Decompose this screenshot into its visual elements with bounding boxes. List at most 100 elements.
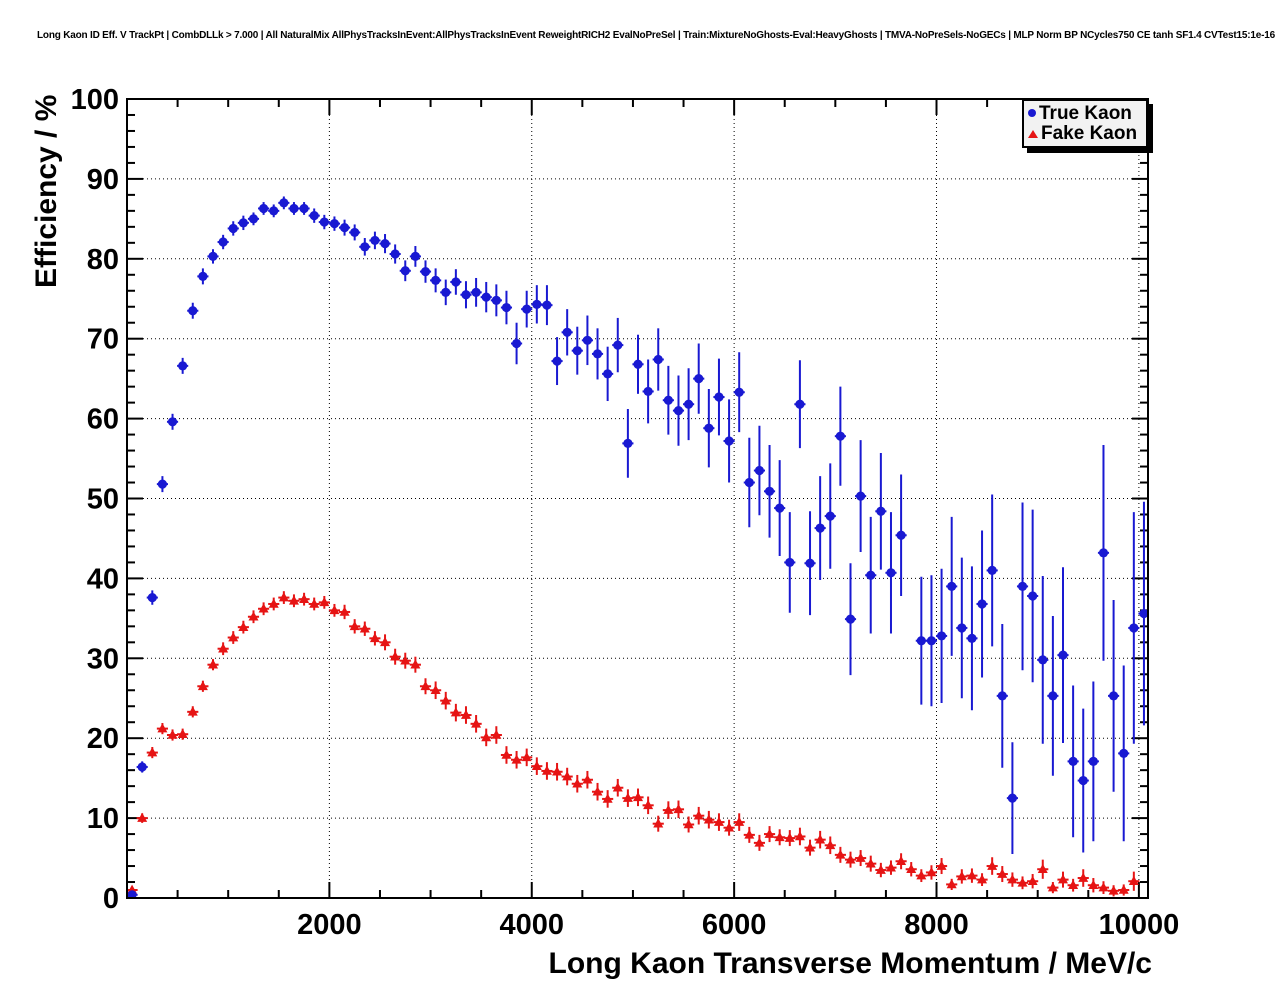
legend: True Kaon Fake Kaon [1022,99,1148,148]
data-point-true-kaon [208,251,218,262]
data-point-fake-kaon [491,729,502,739]
svg-text:0: 0 [103,883,119,915]
data-point-true-kaon [997,691,1007,701]
data-point-true-kaon [1068,756,1078,766]
plot-frame [126,98,1149,899]
data-point-fake-kaon [562,771,573,781]
data-point-true-kaon [714,392,724,402]
data-point-fake-kaon [865,858,876,868]
data-point-true-kaon [1038,655,1048,665]
data-point-true-kaon [947,581,957,591]
data-point-true-kaon [137,762,147,772]
data-point-true-kaon [744,477,754,488]
svg-text:70: 70 [87,324,119,356]
data-point-true-kaon [178,361,188,371]
data-point-true-kaon [461,290,471,300]
data-point-fake-kaon [137,812,148,822]
data-point-fake-kaon [208,659,219,669]
data-point-fake-kaon [369,632,380,643]
plot-title: Long Kaon ID Eff. V TrackPt | CombDLLk >… [37,30,1276,41]
data-point-fake-kaon [481,732,492,742]
svg-text:8000: 8000 [904,909,969,941]
x-axis-title: Long Kaon Transverse Momentum / MeV/c [548,947,1152,980]
data-point-true-kaon [309,211,319,221]
data-point-true-kaon [198,271,208,281]
data-point-true-kaon [218,237,228,247]
data-point-true-kaon [157,479,168,489]
data-point-true-kaon [1007,793,1018,803]
data-point-true-kaon [967,633,977,643]
svg-text:10000: 10000 [1099,909,1180,941]
svg-text:50: 50 [87,484,119,516]
data-point-true-kaon [653,354,663,365]
legend-label-true-kaon: True Kaon [1039,102,1132,124]
data-point-true-kaon [957,623,967,633]
data-point-fake-kaon [673,803,684,814]
svg-text:90: 90 [87,164,119,196]
data-point-fake-kaon [754,837,765,847]
data-point-true-kaon [886,568,896,578]
data-point-fake-kaon [187,706,198,716]
data-point-true-kaon [815,523,825,533]
data-point-fake-kaon [1108,885,1119,895]
legend-entry-true-kaon: True Kaon [1028,103,1146,124]
data-point-true-kaon [400,266,410,276]
data-point-true-kaon [1139,608,1149,619]
data-point-fake-kaon [319,596,330,607]
data-point-fake-kaon [349,620,360,631]
data-point-fake-kaon [946,879,957,889]
data-point-true-kaon [552,356,562,366]
data-point-true-kaon [603,369,613,379]
data-point-true-kaon [329,219,340,229]
svg-text:6000: 6000 [702,909,767,941]
data-point-fake-kaon [875,864,886,874]
data-point-fake-kaon [258,603,269,613]
data-point-true-kaon [390,249,400,259]
data-point-true-kaon [835,431,845,441]
series-fake-kaon [126,591,1140,897]
data-point-fake-kaon [633,791,644,802]
data-point-fake-kaon [1088,879,1099,890]
y-tick-labels: 0 10 20 30 40 50 60 70 80 90 100 [71,84,119,915]
svg-text:40: 40 [87,563,119,595]
data-point-fake-kaon [1037,863,1048,874]
data-point-true-kaon [754,465,765,476]
data-point-true-kaon [643,386,653,397]
axis-ticks [127,99,1148,898]
data-point-fake-kaon [784,832,795,842]
data-point-true-kaon [471,287,481,297]
data-point-true-kaon [1108,691,1119,701]
data-point-fake-kaon [855,852,866,862]
legend-label-fake-kaon: Fake Kaon [1041,123,1138,145]
data-point-true-kaon [167,417,178,427]
data-point-fake-kaon [845,854,856,864]
data-point-fake-kaon [390,651,401,661]
data-point-true-kaon [511,338,522,349]
data-point-true-kaon [795,399,805,409]
data-point-true-kaon [451,277,461,287]
data-point-fake-kaon [248,611,259,621]
data-point-true-kaon [360,242,370,252]
data-point-fake-kaon [531,760,542,770]
data-point-fake-kaon [1128,875,1139,886]
data-point-fake-kaon [744,829,755,839]
data-point-true-kaon [764,486,775,496]
data-point-fake-kaon [663,804,674,814]
data-point-fake-kaon [885,862,896,872]
data-point-fake-kaon [936,860,947,870]
svg-text:4000: 4000 [499,909,564,941]
data-point-true-kaon [269,206,279,216]
data-point-true-kaon [623,438,633,448]
data-point-fake-kaon [218,643,229,653]
data-point-true-kaon [724,436,734,446]
data-point-fake-kaon [1058,874,1069,884]
data-point-true-kaon [785,557,795,568]
data-point-true-kaon [228,223,238,234]
data-point-fake-kaon [896,855,907,866]
data-point-true-kaon [987,565,997,576]
data-point-fake-kaon [400,655,411,665]
data-point-fake-kaon [794,831,805,841]
data-point-fake-kaon [1007,874,1018,884]
data-point-fake-kaon [420,680,431,691]
